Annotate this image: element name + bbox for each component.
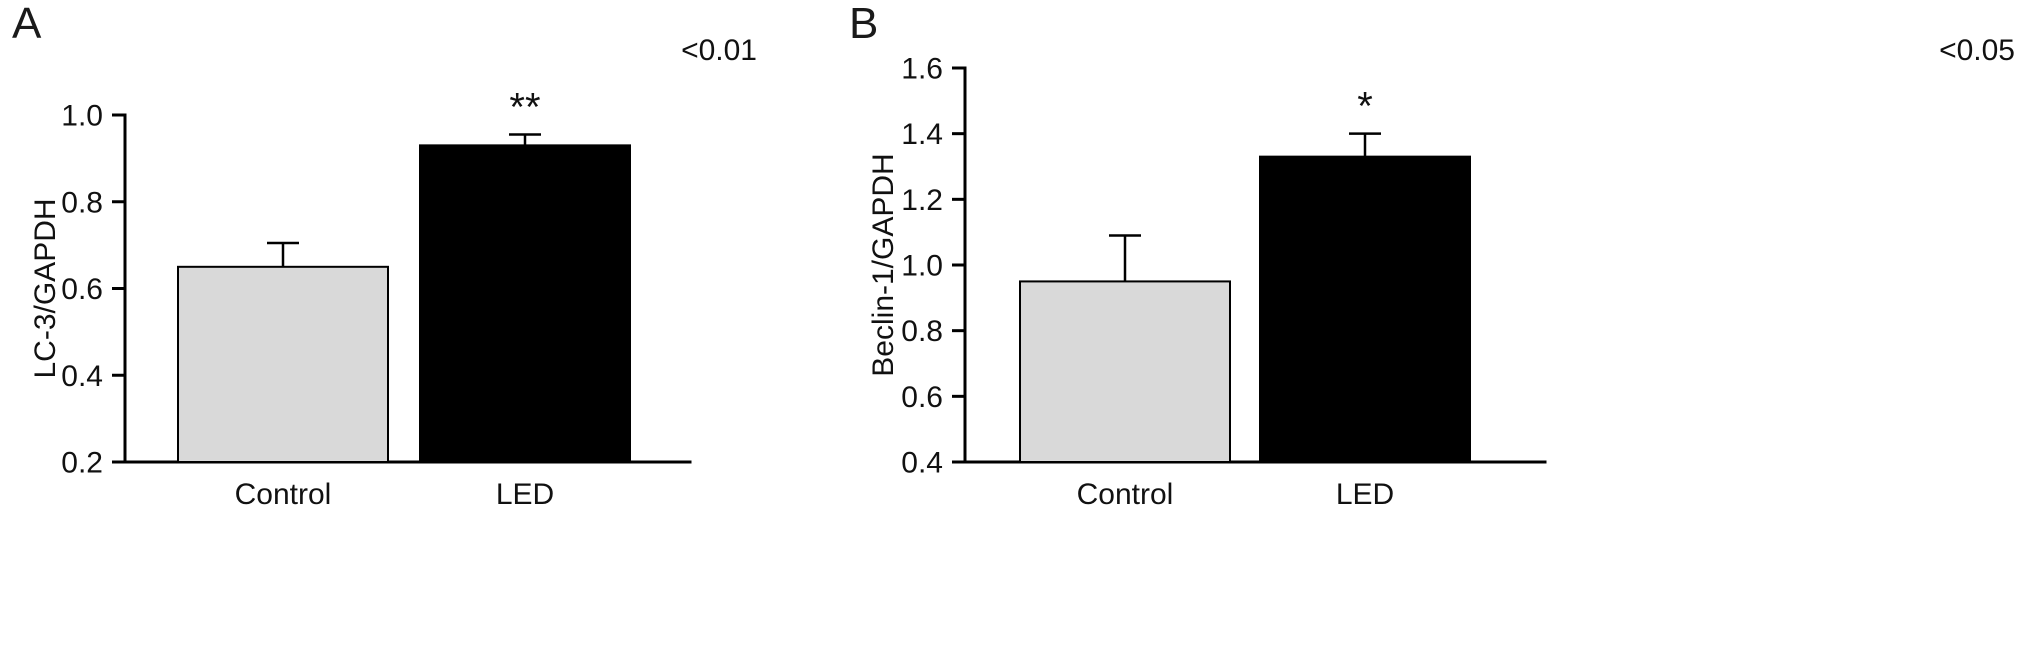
y-tick-label: 0.4	[61, 360, 103, 393]
panel-b-letter: B	[849, 0, 879, 48]
bar-led	[419, 144, 631, 464]
y-tick-label: 1.2	[901, 184, 943, 217]
category-label-control: Control	[1077, 478, 1174, 511]
panel-a: A <0.01 0.2 0.4 0.6 0.8 1.0 Control ** LED LC-3/…	[0, 0, 845, 665]
y-axis-title: Beclin-1/GAPDH	[867, 153, 900, 376]
y-tick-label: 0.4	[901, 447, 943, 480]
y-tick-label: 1.6	[901, 53, 943, 86]
panel-b-pvalue-note: <0.05	[1939, 34, 2015, 67]
y-tick-label: 0.2	[61, 447, 103, 480]
panel-a-letter: A	[12, 0, 42, 48]
significance-marker: **	[509, 86, 540, 130]
y-tick-label: 1.4	[901, 118, 943, 151]
panel-a-chart: 0.2 0.4 0.6 0.8 1.0 Control ** LED LC-3/GAPDH	[29, 86, 692, 511]
y-tick-label: 0.6	[61, 273, 103, 306]
y-tick-label: 0.8	[901, 315, 943, 348]
significance-marker: *	[1357, 85, 1373, 129]
y-tick-label: 1.0	[61, 100, 103, 133]
y-tick-label: 0.6	[901, 381, 943, 414]
panel-b: B <0.05 0.4 0.6 0.8 1.0 1.2 1.4 1.6 Control * LED…	[845, 0, 2031, 665]
panel-a-pvalue-note: <0.01	[681, 34, 757, 67]
category-label-led: LED	[1336, 478, 1394, 511]
bar-led	[1259, 155, 1471, 463]
bar-control	[1019, 280, 1231, 463]
category-label-control: Control	[235, 478, 332, 511]
panel-b-chart: 0.4 0.6 0.8 1.0 1.2 1.4 1.6 Control * LED Beclin-1…	[867, 53, 1547, 511]
category-label-led: LED	[496, 478, 554, 511]
y-tick-label: 0.8	[61, 186, 103, 219]
y-tick-label: 1.0	[901, 250, 943, 283]
y-axis-title: LC-3/GAPDH	[29, 198, 62, 378]
bar-control	[177, 265, 389, 463]
